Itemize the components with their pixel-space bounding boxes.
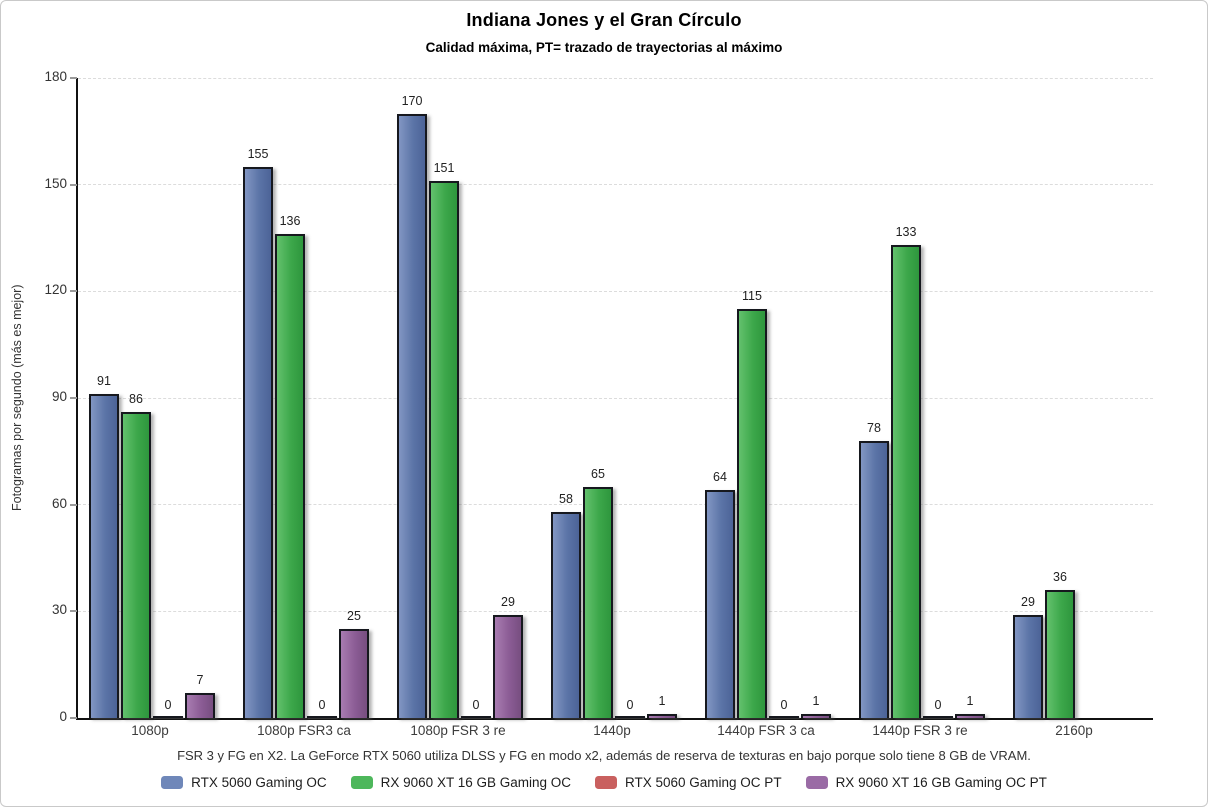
bar [1045, 590, 1075, 718]
bar [121, 412, 151, 718]
x-axis-category-label: 1080p [131, 723, 169, 738]
y-axis-tick-label: 30 [51, 602, 67, 618]
bar-value-label: 0 [318, 698, 326, 712]
bar-value-label: 0 [626, 698, 634, 712]
legend-label: RTX 5060 Gaming OC [191, 775, 327, 790]
bar-value-label: 115 [742, 289, 762, 303]
bar-value-label: 29 [501, 595, 515, 609]
bar [89, 394, 119, 718]
bar [429, 181, 459, 718]
y-axis-tick [70, 77, 77, 79]
gridline [78, 290, 1153, 292]
bar [737, 309, 767, 718]
bar-value-label: 78 [867, 421, 881, 435]
bar-value-label: 170 [401, 94, 423, 108]
legend-label: RX 9060 XT 16 GB Gaming OC PT [835, 775, 1047, 790]
bar [647, 714, 677, 718]
bar [397, 114, 427, 718]
bar-value-label: 29 [1021, 595, 1035, 609]
legend: RTX 5060 Gaming OC RX 9060 XT 16 GB Gamin… [1, 775, 1207, 790]
gridline [78, 397, 1153, 399]
y-axis-tick-label: 180 [44, 69, 67, 84]
gridline [78, 504, 1153, 506]
plot-area: 91 86 0 7 155 136 0 25 170 151 0 29 58 65 0 1 64 115 0 1 78 1… [76, 77, 1153, 720]
bar-value-label: 0 [780, 698, 788, 712]
chart-subtitle: Calidad máxima, PT= trazado de trayector… [425, 40, 783, 55]
y-axis-tick [70, 290, 77, 293]
legend-swatch [161, 776, 184, 789]
legend-item: RTX 5060 Gaming OC PT [595, 775, 782, 790]
x-axis-category-label: 1080p FSR 3 re [410, 723, 506, 738]
bar [769, 716, 799, 718]
y-axis-tick [70, 503, 77, 506]
bar [583, 487, 613, 718]
bar [551, 512, 581, 718]
chart-title: Indiana Jones y el Gran Círculo [466, 10, 742, 30]
bar [1013, 615, 1043, 718]
legend-label: RX 9060 XT 16 GB Gaming OC [380, 775, 571, 790]
bar-value-label: 7 [196, 673, 204, 687]
bar-value-label: 91 [97, 374, 111, 388]
bar-value-label: 0 [164, 698, 172, 712]
bar-value-label: 64 [713, 470, 727, 484]
y-axis-tick-label: 150 [44, 175, 67, 191]
y-axis-tick [70, 717, 77, 719]
legend-swatch [805, 776, 828, 789]
x-axis-category-label: 1080p FSR3 ca [257, 723, 351, 738]
bar-value-label: 86 [129, 392, 143, 406]
bar [243, 167, 273, 718]
x-axis-category-label: 1440p [593, 723, 631, 738]
gridline [78, 77, 1153, 79]
bar [307, 716, 337, 718]
x-axis-category-label: 1440p FSR 3 ca [717, 723, 815, 738]
bar-value-label: 136 [279, 214, 301, 228]
y-axis-tick-label: 0 [59, 709, 67, 724]
gridline [78, 610, 1153, 612]
bar [185, 693, 215, 718]
bar-value-label: 1 [658, 694, 666, 708]
bar-value-label: 0 [472, 698, 480, 712]
legend-label: RTX 5060 Gaming OC PT [625, 775, 782, 790]
y-axis-tick [70, 183, 77, 186]
y-axis-tick-label: 60 [51, 495, 67, 511]
legend-item: RX 9060 XT 16 GB Gaming OC PT [805, 775, 1047, 790]
y-axis-tick-label: 90 [51, 389, 67, 404]
y-axis-tick [70, 610, 77, 613]
bar [339, 629, 369, 718]
bar [705, 490, 735, 718]
gridline [78, 184, 1153, 186]
bar [153, 716, 183, 718]
bar [923, 716, 953, 718]
bar-value-label: 0 [934, 698, 942, 712]
bar [615, 716, 645, 718]
bar-value-label: 1 [812, 694, 820, 708]
bar [859, 441, 889, 718]
bar-value-label: 151 [433, 161, 455, 175]
bar-value-label: 58 [559, 492, 573, 506]
legend-swatch [595, 776, 617, 789]
y-axis-tick [70, 397, 77, 399]
chart-footnote: FSR 3 y FG en X2. La GeForce RTX 5060 ut… [177, 748, 1031, 763]
legend-item: RX 9060 XT 16 GB Gaming OC [350, 775, 571, 790]
bar [461, 716, 491, 718]
bar-value-label: 25 [347, 609, 361, 623]
bar-value-label: 65 [591, 467, 605, 481]
bar [275, 234, 305, 718]
bar-value-label: 133 [895, 225, 917, 239]
y-axis-tick-label: 120 [44, 282, 67, 298]
bar [955, 714, 985, 718]
bar-value-label: 36 [1053, 570, 1067, 584]
bar-value-label: 1 [966, 694, 974, 708]
bar [493, 615, 523, 718]
bar [801, 714, 831, 718]
bar-value-label: 155 [247, 147, 269, 161]
x-axis-category-label: 2160p [1055, 723, 1093, 738]
legend-item: RTX 5060 Gaming OC [161, 775, 327, 790]
legend-swatch [350, 776, 373, 789]
bar [891, 245, 921, 718]
x-axis-category-label: 1440p FSR 3 re [872, 723, 968, 738]
